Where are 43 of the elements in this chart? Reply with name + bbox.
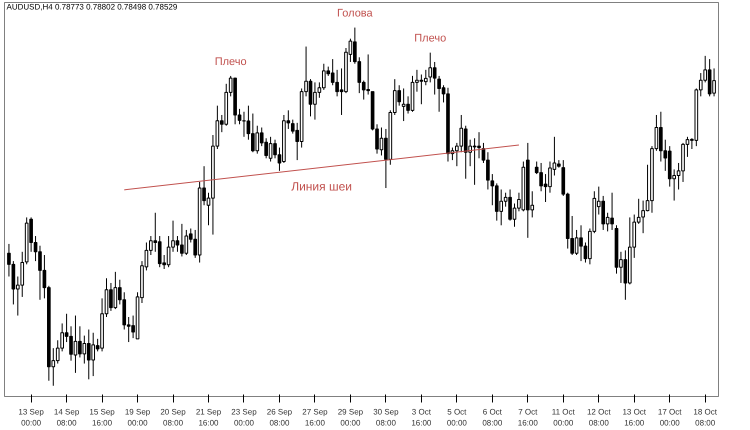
x-tick-label: 13 Sep 00:00 — [18, 408, 44, 428]
x-tick-label: 20 Sep 08:00 — [160, 408, 186, 428]
x-tick-label: 27 Sep 16:00 — [302, 408, 328, 428]
candlestick — [82, 335, 86, 364]
candlestick — [86, 329, 91, 380]
x-tick-label: 3 Oct 16:00 — [411, 408, 432, 428]
x-tick-label: 5 Oct 00:00 — [446, 408, 468, 428]
candlestick — [610, 192, 614, 230]
x-tick-label: 29 Sep 00:00 — [338, 408, 364, 428]
candlestick — [432, 61, 437, 96]
candlestick — [428, 52, 432, 83]
annotation: Плечо — [414, 32, 446, 45]
candlestick — [464, 125, 468, 180]
candlestick — [477, 132, 481, 159]
candlestick — [499, 188, 504, 226]
x-tick-label: 30 Sep 08:00 — [373, 408, 400, 428]
x-tick-label: 18 Oct 08:00 — [693, 408, 718, 428]
candlestick — [91, 332, 96, 377]
x-tick-label: 26 Sep 08:00 — [266, 408, 293, 428]
candlestick — [712, 68, 716, 97]
x-tick-label: 11 Oct 00:00 — [552, 408, 576, 428]
candlestick — [601, 195, 606, 230]
candlestick — [424, 69, 428, 86]
candlestick — [184, 229, 188, 256]
x-tick-label: 12 Oct 08:00 — [586, 408, 612, 428]
x-tick-label: 19 Sep 00:00 — [124, 408, 151, 428]
candlestick — [366, 54, 370, 96]
x-tick-label: 23 Sep 00:00 — [231, 408, 258, 428]
candlestick — [255, 125, 260, 154]
annotation: Плечо — [214, 56, 247, 68]
candlestick — [158, 236, 162, 268]
x-tick-label: 17 Oct 00:00 — [658, 408, 682, 428]
candlestick — [459, 114, 464, 153]
candlestick — [322, 63, 326, 90]
text: AUDUSD,H4 0.78773 0.78802 0.78498 0.78529 — [6, 2, 178, 12]
x-tick-label: 21 Sep 16:00 — [196, 408, 222, 428]
x-tick-label: 14 Sep 08:00 — [54, 408, 80, 428]
x-tick-label: 7 Oct 16:00 — [518, 408, 538, 428]
annotation: Голова — [337, 8, 374, 20]
x-tick-label: 6 Oct 08:00 — [482, 408, 503, 428]
series-label: Линия шеи — [291, 179, 352, 194]
x-tick-label: 13 Oct 16:00 — [622, 408, 647, 428]
x-tick-label: 15 Sep 16:00 — [89, 408, 116, 428]
